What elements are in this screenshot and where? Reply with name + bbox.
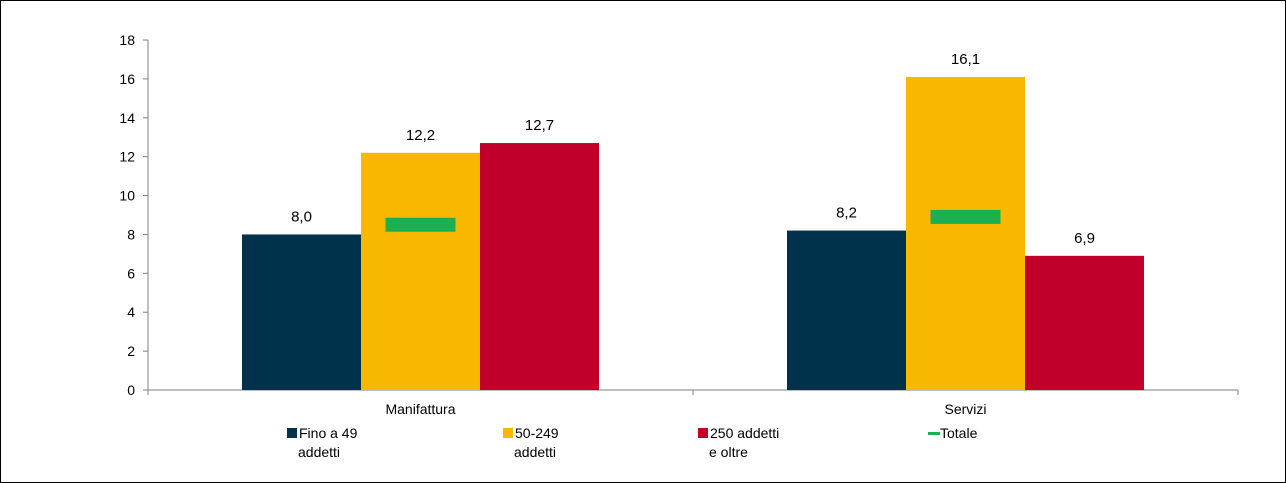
y-tick-label: 18 <box>119 32 135 48</box>
data-label: 12,2 <box>406 127 435 144</box>
data-label: 6,9 <box>1074 230 1095 247</box>
bar <box>361 152 480 390</box>
legend-swatch <box>928 432 940 435</box>
legend-label: Totale <box>940 425 978 441</box>
legend-label: addetti <box>514 444 556 460</box>
bar <box>1025 255 1144 390</box>
data-label: 8,0 <box>291 208 312 225</box>
y-tick-label: 4 <box>127 304 135 320</box>
y-tick-label: 10 <box>119 188 135 204</box>
y-tick-label: 2 <box>127 343 135 359</box>
bar <box>906 76 1025 390</box>
data-label: 8,2 <box>836 205 857 222</box>
data-label: 16,1 <box>951 51 980 68</box>
y-tick-label: 8 <box>127 226 135 242</box>
y-tick-label: 12 <box>119 149 135 165</box>
legend-label: 50-249 <box>515 425 559 441</box>
legend-label: Fino a 49 <box>299 425 358 441</box>
legend-swatch <box>503 428 513 438</box>
y-tick-label: 14 <box>119 110 135 126</box>
x-tick-label: Servizi <box>944 401 986 417</box>
bar <box>787 230 906 390</box>
y-tick-label: 16 <box>119 71 135 87</box>
legend-swatch <box>287 428 297 438</box>
bar <box>480 143 599 390</box>
data-label: 12,7 <box>525 117 554 134</box>
legend-label: addetti <box>298 444 340 460</box>
x-tick-label: Manifattura <box>385 401 455 417</box>
legend-swatch <box>698 428 708 438</box>
legend-label: 250 addetti <box>710 425 779 441</box>
bar <box>242 234 361 390</box>
y-tick-label: 6 <box>127 265 135 281</box>
totale-marker <box>385 217 456 232</box>
legend-label: e oltre <box>709 444 748 460</box>
totale-marker <box>930 209 1001 224</box>
y-tick-label: 0 <box>127 382 135 398</box>
